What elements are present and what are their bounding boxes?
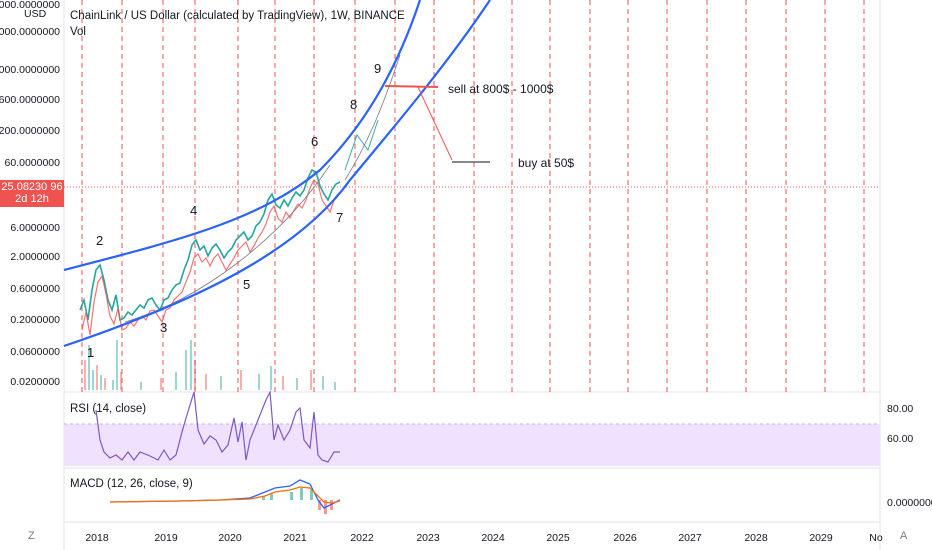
channel-lower bbox=[63, 0, 491, 348]
macd-axis-label: 0.0000000 bbox=[887, 497, 932, 509]
wave-label: 8 bbox=[350, 97, 357, 112]
wave-label: 2 bbox=[96, 233, 103, 248]
macd-label[interactable]: MACD (12, 26, close, 9) bbox=[70, 478, 193, 490]
sell-line bbox=[384, 85, 439, 88]
time-axis[interactable]: 2018 2019 2020 2021 2022 2023 2024 2025 … bbox=[85, 532, 883, 544]
price-label: 8000.0000000 bbox=[0, 26, 60, 38]
current-price-tag: 25.08230 96 2d 12h bbox=[0, 180, 64, 207]
inner-curve-2 bbox=[344, 54, 401, 181]
price-axis[interactable]: 22000.0000000 8000.0000000 2000.0000000 … bbox=[0, 0, 60, 388]
rsi-band bbox=[64, 424, 880, 466]
time-label: 2019 bbox=[154, 532, 178, 544]
buy-annotation: buy at 50$ bbox=[518, 156, 574, 170]
currency-label: USD bbox=[24, 8, 47, 20]
time-label: 2027 bbox=[678, 532, 702, 544]
price-label: 600.0000000 bbox=[0, 94, 60, 106]
current-price-value: 25.08230 96 bbox=[1, 181, 63, 193]
wave-label: 4 bbox=[190, 203, 197, 218]
wave-label: 9 bbox=[374, 61, 381, 76]
signal-line bbox=[109, 486, 341, 504]
inner-curve-1 bbox=[124, 164, 331, 323]
chart-title[interactable]: ChainLink / US Dollar (calculated by Tra… bbox=[70, 10, 405, 22]
price-label: 2.0000000 bbox=[10, 251, 60, 263]
time-label: 2029 bbox=[809, 532, 833, 544]
price-label: 0.6000000 bbox=[10, 283, 60, 295]
time-label: 2018 bbox=[85, 532, 109, 544]
auto-scale-button[interactable]: A bbox=[900, 530, 908, 542]
time-label: No bbox=[869, 532, 883, 544]
arrow-line bbox=[417, 86, 453, 161]
time-label: 2025 bbox=[546, 532, 570, 544]
rsi-axis-label: 60.00 bbox=[887, 433, 913, 445]
timezone-button[interactable]: Z bbox=[28, 530, 35, 542]
time-label: 2024 bbox=[481, 532, 505, 544]
price-label: 22000.0000000 bbox=[0, 0, 60, 11]
wave-labels: 1 2 3 4 5 6 7 8 9 bbox=[87, 61, 381, 360]
countdown-timer: 2d 12h bbox=[15, 193, 49, 205]
price-label: 200.0000000 bbox=[0, 125, 60, 137]
time-label: 2026 bbox=[613, 532, 637, 544]
wave-label: 7 bbox=[336, 210, 343, 225]
projection-line-8 bbox=[344, 119, 379, 171]
price-label: 60.0000000 bbox=[5, 157, 61, 169]
time-label: 2020 bbox=[218, 532, 242, 544]
channel-upper bbox=[63, 0, 422, 272]
rsi-label[interactable]: RSI (14, close) bbox=[70, 403, 147, 415]
time-label: 2021 bbox=[283, 532, 307, 544]
price-label: 6.0000000 bbox=[10, 222, 60, 234]
wave-label: 1 bbox=[87, 345, 94, 360]
rsi-line bbox=[95, 389, 340, 463]
wave-label: 5 bbox=[243, 277, 250, 292]
rsi-axis-label: 80.00 bbox=[887, 403, 913, 415]
price-label: 0.0600000 bbox=[10, 346, 60, 358]
time-label: 2022 bbox=[350, 532, 374, 544]
price-label: 2000.0000000 bbox=[0, 64, 60, 76]
price-label: 0.0200000 bbox=[10, 376, 60, 388]
volume-label[interactable]: Vol bbox=[70, 26, 86, 38]
time-label: 2028 bbox=[744, 532, 768, 544]
price-candles bbox=[79, 168, 341, 336]
sell-annotation: sell at 800$ - 1000$ bbox=[448, 82, 554, 96]
volume-bars bbox=[84, 340, 336, 390]
wave-label: 6 bbox=[311, 134, 318, 149]
wave-label: 3 bbox=[160, 320, 167, 335]
vertical-dashed-lines bbox=[81, 0, 865, 392]
time-label: 2023 bbox=[416, 532, 440, 544]
price-label: 0.2000000 bbox=[10, 314, 60, 326]
